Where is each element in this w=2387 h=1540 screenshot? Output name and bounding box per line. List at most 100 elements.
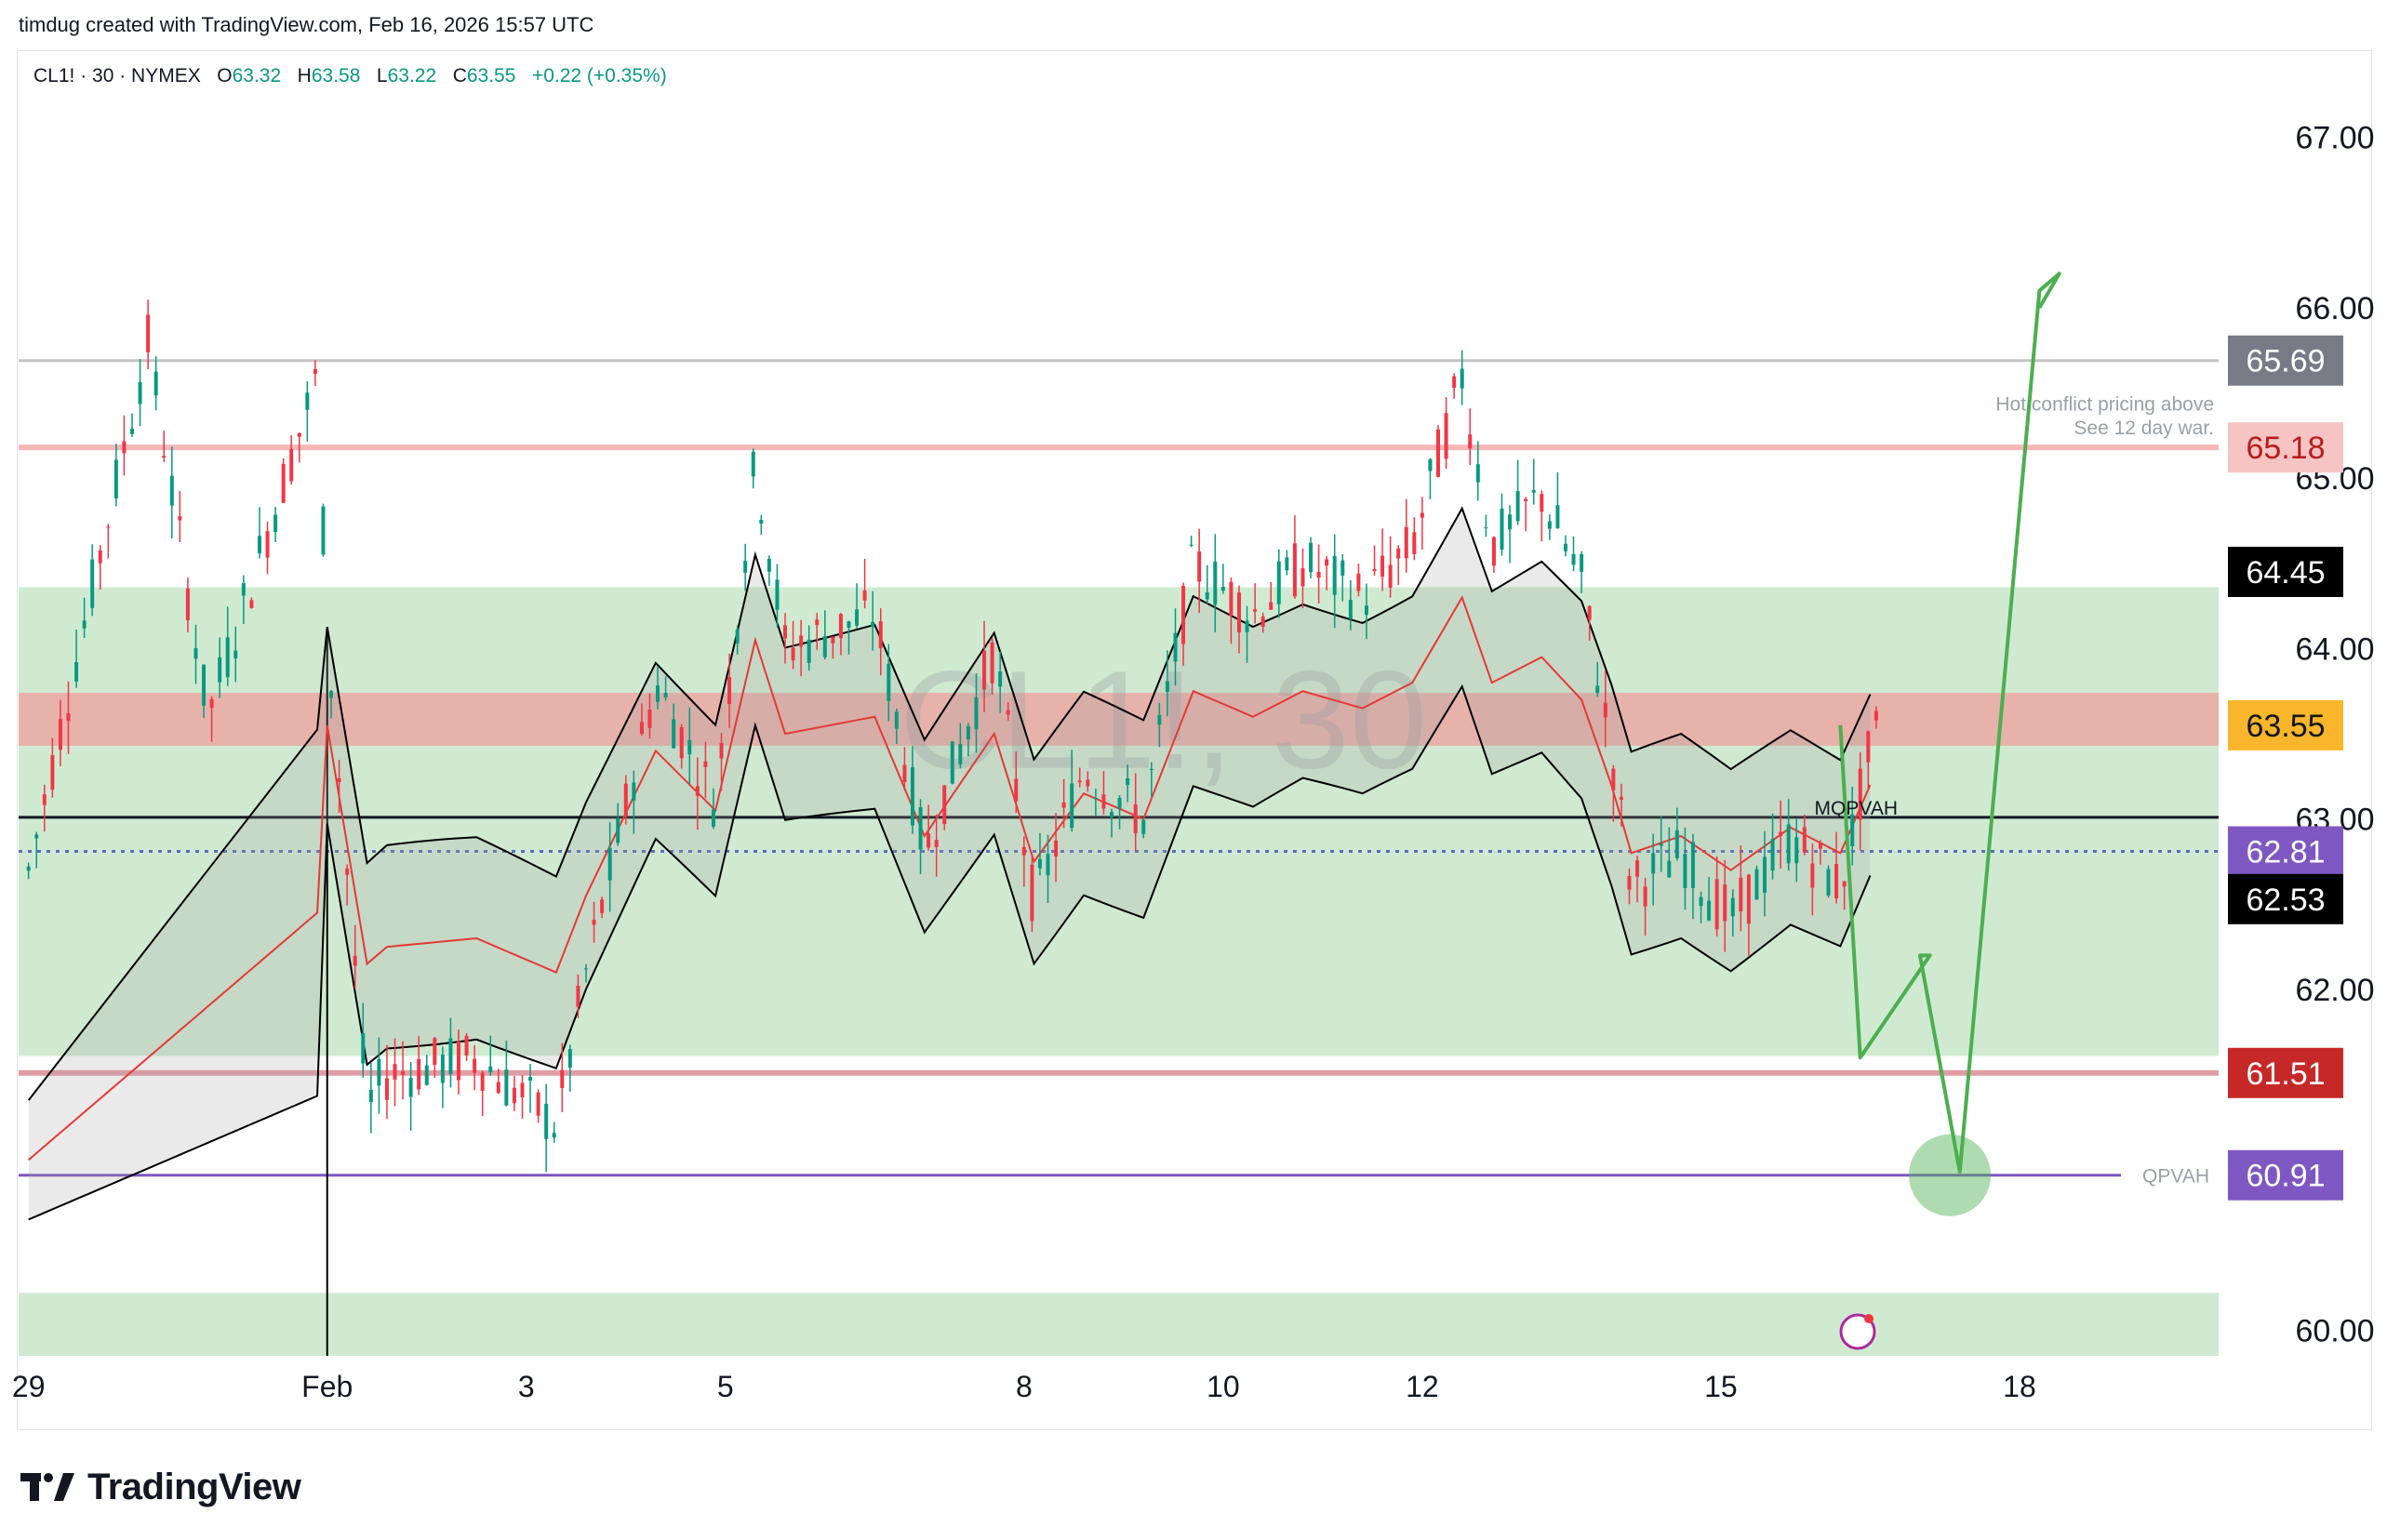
candle-body: [632, 782, 636, 801]
x-tick-label: 3: [518, 1370, 535, 1403]
candle-body: [815, 619, 820, 626]
candle-body: [743, 561, 748, 573]
candle-body: [600, 899, 605, 913]
legend-l-label: L: [376, 65, 388, 86]
tradingview-logo[interactable]: TradingView: [20, 1464, 301, 1510]
candle-body: [751, 451, 755, 477]
candle-body: [384, 1078, 389, 1100]
y-tick-label: 62.00: [2295, 973, 2374, 1008]
legend-high: 63.58: [311, 65, 361, 86]
price-label-bg: [2228, 826, 2343, 877]
price-label: 64.45: [2246, 555, 2325, 591]
candle-body: [361, 1032, 366, 1064]
candle-body: [417, 1058, 421, 1090]
candle-body: [927, 833, 931, 848]
candle-body: [1540, 494, 1544, 512]
candle-body: [257, 536, 261, 554]
candle-body: [799, 635, 804, 647]
x-tick-label: 5: [717, 1370, 734, 1403]
candle-body: [98, 550, 102, 564]
candle-body: [1834, 864, 1839, 899]
candle-body: [958, 744, 963, 764]
candle-body: [504, 1069, 509, 1106]
x-tick-label: 10: [1207, 1370, 1240, 1403]
candle-body: [1555, 505, 1560, 529]
candle-body: [1603, 702, 1607, 718]
price-label-bg: [2228, 1047, 2343, 1098]
candle-body: [791, 647, 795, 661]
candle-body: [1141, 819, 1146, 834]
candle-body: [1133, 803, 1138, 834]
legend-close: 63.55: [466, 65, 516, 86]
forecast-arrow: [1838, 272, 2061, 1175]
price-label-bg: [2228, 422, 2343, 473]
candle-body: [249, 600, 254, 608]
candle-body: [106, 526, 111, 528]
price-label: 61.51: [2246, 1056, 2325, 1092]
candle-body: [289, 448, 294, 482]
candle-body: [934, 840, 939, 847]
candle-body: [759, 520, 764, 524]
candle-body: [1236, 592, 1241, 632]
candle-body: [457, 1041, 460, 1081]
candle-body: [1627, 875, 1632, 890]
candle-body: [1014, 778, 1019, 802]
candle-body: [1643, 886, 1647, 907]
candle-body: [297, 432, 301, 437]
candle-body: [520, 1082, 525, 1097]
candle-body: [122, 441, 127, 454]
candle-body: [480, 1072, 485, 1092]
candle-body: [345, 868, 350, 875]
candle-body: [169, 475, 174, 506]
candle-body: [567, 1049, 572, 1068]
candle-body: [831, 636, 835, 644]
candle-body: [1531, 490, 1536, 493]
price-label: 65.18: [2246, 431, 2325, 466]
candle-body: [90, 559, 95, 608]
candle-body: [887, 663, 891, 701]
candle-body: [1635, 860, 1640, 877]
candle-body: [1340, 560, 1345, 576]
candle-body: [663, 693, 668, 697]
candle-body: [656, 684, 660, 702]
candle-body: [42, 794, 47, 805]
candle-body: [1587, 605, 1592, 620]
candle-body: [1611, 768, 1616, 790]
candle-body: [1484, 527, 1488, 529]
candle-body: [50, 754, 55, 790]
candle-body: [1858, 768, 1862, 820]
candle-body: [1046, 854, 1050, 876]
candle-body: [1619, 796, 1623, 800]
candle-body: [592, 920, 596, 925]
candle-body: [337, 777, 341, 782]
candle-body: [1714, 879, 1719, 930]
candle-body: [1006, 710, 1010, 715]
candle-body: [1802, 827, 1807, 853]
price-label-bg: [2228, 699, 2343, 750]
y-tick-label: 60.00: [2295, 1314, 2374, 1349]
candle-body: [1571, 553, 1576, 565]
candle-body: [1500, 508, 1504, 551]
candle-body: [1699, 896, 1703, 907]
candle-body: [329, 690, 334, 698]
candle-body: [974, 697, 979, 730]
candle-body: [377, 1058, 381, 1086]
candle-body: [583, 968, 588, 970]
candle-body: [82, 620, 87, 629]
price-label: 63.55: [2246, 709, 2325, 744]
legend-c-label: C: [452, 65, 467, 86]
candle-body: [1181, 586, 1186, 644]
candle-body: [1874, 710, 1878, 721]
chart-frame: [17, 50, 2372, 1430]
candle-body: [1276, 561, 1281, 604]
candle-body: [902, 764, 907, 782]
candle-body: [241, 583, 246, 596]
candle-body: [1165, 681, 1169, 692]
target-circle: [1909, 1134, 1992, 1216]
candle-body: [1380, 555, 1385, 578]
candle-body: [34, 834, 39, 839]
candle-body: [1667, 860, 1672, 878]
candle-body: [153, 371, 158, 396]
